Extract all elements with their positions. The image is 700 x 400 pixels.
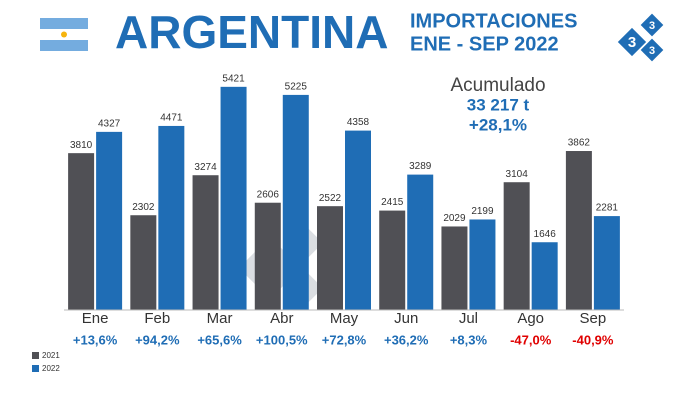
legend-label: 2021 (42, 351, 60, 360)
value-label: 3104 (506, 169, 529, 180)
logo-digit: 3 (649, 45, 655, 57)
x-tick-label: Mar (207, 310, 233, 327)
watermark (238, 223, 323, 308)
change-label: -47,0% (510, 332, 552, 347)
bar (96, 131, 123, 310)
logo-digit: 3 (649, 20, 655, 32)
change-label: +8,3% (450, 332, 488, 347)
value-label: 3274 (194, 162, 217, 173)
x-tick-label: Abr (270, 310, 293, 327)
value-label: 5421 (222, 73, 245, 84)
value-label: 1646 (534, 229, 557, 240)
bar (345, 130, 371, 310)
change-label: +72,8% (322, 332, 367, 347)
bar (531, 242, 558, 310)
bar (254, 202, 281, 310)
value-label: 4471 (160, 113, 183, 124)
annotation: +28,1% (469, 115, 527, 134)
bar (407, 174, 434, 310)
subtitle: IMPORTACIONES (410, 10, 577, 32)
value-label: 2606 (257, 189, 280, 200)
x-tick-label: Ago (517, 310, 544, 327)
legend-label: 2022 (42, 364, 60, 373)
x-tick-label: Ene (82, 310, 109, 327)
x-tick-label: Jun (394, 310, 418, 327)
value-label: 2029 (443, 213, 466, 224)
bar (192, 175, 219, 310)
change-label: +13,6% (73, 332, 118, 347)
value-label: 3810 (70, 140, 93, 151)
bar (158, 125, 185, 310)
bar (130, 215, 157, 310)
bar (593, 216, 620, 310)
value-label: 4358 (347, 117, 370, 128)
x-tick-label: Jul (459, 310, 478, 327)
bar (68, 153, 95, 310)
chart-title: ARGENTINA (115, 6, 388, 58)
value-label: 3862 (568, 138, 591, 149)
annotation: Acumulado (450, 75, 545, 96)
logo-digit: 3 (628, 34, 636, 51)
legend-swatch (32, 352, 39, 359)
change-label: +65,6% (197, 332, 242, 347)
bar (469, 219, 496, 310)
value-label: 2415 (381, 197, 404, 208)
flag (40, 18, 88, 51)
bar (220, 86, 247, 310)
value-label: 3289 (409, 161, 432, 172)
value-label: 2522 (319, 193, 342, 204)
value-label: 2199 (471, 206, 494, 217)
value-label: 4327 (98, 119, 121, 130)
change-label: +36,2% (384, 332, 429, 347)
bar (379, 210, 406, 310)
subtitle: ENE - SEP 2022 (410, 33, 559, 55)
bar (441, 226, 468, 310)
value-label: 2281 (596, 203, 619, 214)
x-tick-label: Sep (580, 310, 607, 327)
x-tick-label: Feb (144, 310, 170, 327)
bar (317, 206, 343, 310)
value-label: 5225 (285, 82, 308, 93)
annotation: 33 217 t (467, 95, 530, 114)
x-tick-label: May (330, 310, 359, 327)
legend-swatch (32, 365, 39, 372)
value-label: 2302 (132, 202, 155, 213)
bar (503, 182, 530, 310)
logo: 3 3 3 (617, 13, 664, 62)
change-label: +100,5% (256, 332, 308, 347)
bar (282, 94, 309, 310)
bar (565, 151, 592, 310)
change-label: -40,9% (572, 332, 614, 347)
change-label: +94,2% (135, 332, 180, 347)
